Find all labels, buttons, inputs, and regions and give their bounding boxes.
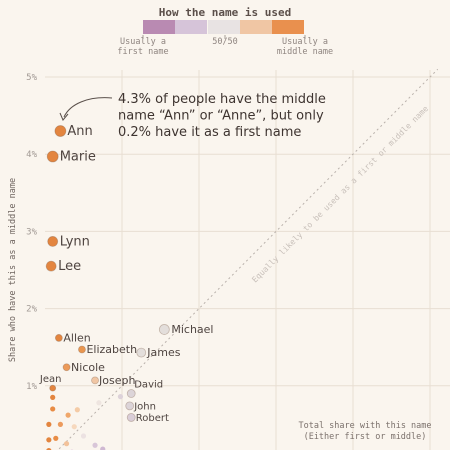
y-tick-label: 5% xyxy=(26,73,37,83)
legend-color-segment xyxy=(240,20,272,34)
point-label-marie: Marie xyxy=(60,150,96,165)
size-legend-title: Total share with this name xyxy=(298,421,431,431)
point-label-ann: Ann xyxy=(67,124,92,139)
point-label-james: James xyxy=(146,346,180,359)
point-label-jean: Jean xyxy=(39,374,62,385)
scatter-point xyxy=(53,435,59,441)
point-label-nicole: Nicole xyxy=(71,361,105,374)
y-axis-label: Share who have this as a middle name xyxy=(8,178,18,362)
point-marie xyxy=(46,150,59,163)
point-james xyxy=(136,347,147,358)
annotation-arrowhead xyxy=(59,112,69,121)
scatter-point xyxy=(50,394,56,400)
point-label-elizabeth: Elizabeth xyxy=(86,343,137,356)
y-tick-label: 1% xyxy=(26,382,37,392)
scatter-point xyxy=(117,394,124,400)
scatter-point xyxy=(100,446,106,450)
annotation-text: 4.3% of people have the middle xyxy=(118,92,326,107)
legend-color-segment xyxy=(208,20,240,34)
point-lynn xyxy=(47,236,59,247)
point-label-robert: Robert xyxy=(136,413,169,424)
point-label-allen: Allen xyxy=(63,331,90,344)
point-david xyxy=(126,389,136,398)
point-allen xyxy=(54,334,63,342)
y-tick-label: 4% xyxy=(26,150,37,160)
legend-label-line: Usually a xyxy=(120,37,166,47)
point-john xyxy=(125,401,135,411)
point-label-michael: Michael xyxy=(171,323,213,336)
point-nicole xyxy=(62,363,71,372)
scatter-point xyxy=(96,400,102,406)
point-jean xyxy=(49,384,57,392)
point-ann xyxy=(54,125,67,137)
y-tick-label: 3% xyxy=(26,227,37,237)
point-label-john: John xyxy=(133,401,156,412)
legend-color-segment xyxy=(272,20,304,34)
scatter-point xyxy=(80,433,87,439)
legend-color-segment xyxy=(175,20,207,34)
scatter-point xyxy=(92,442,98,448)
legend-label-line: 50/50 xyxy=(212,37,238,47)
legend-label: Usually a middle name xyxy=(277,37,333,57)
legend-title: How the name is used xyxy=(159,6,291,19)
point-lee xyxy=(45,260,57,272)
legend-label: Usually a first name xyxy=(117,37,168,57)
scatter-point xyxy=(65,412,71,418)
scatter-point xyxy=(74,407,80,413)
point-michael xyxy=(158,324,170,335)
legend-label-line: middle name xyxy=(277,47,333,57)
point-label-lynn: Lynn xyxy=(60,234,90,249)
annotation-text: 0.2% have it as a first name xyxy=(118,125,301,140)
legend-label-line: first name xyxy=(117,47,168,57)
scatter-point xyxy=(57,421,64,427)
point-robert xyxy=(126,413,136,422)
size-legend-title: (Either first or middle) xyxy=(304,432,427,442)
annotation-text: name “Ann” or “Anne”, but only xyxy=(118,109,324,124)
y-tick-label: 2% xyxy=(26,305,37,315)
legend-label-line: Usually a xyxy=(282,37,328,47)
scatter-point xyxy=(46,421,52,427)
point-joseph xyxy=(91,376,99,385)
legend-color-segment xyxy=(143,20,175,34)
point-label-lee: Lee xyxy=(58,259,81,274)
scatter-point xyxy=(63,441,70,447)
scatter-point xyxy=(71,424,77,430)
point-label-david: David xyxy=(134,380,163,391)
point-label-joseph: Joseph xyxy=(98,374,135,387)
legend-label: 50/50 xyxy=(212,37,238,47)
scatter-point xyxy=(46,437,52,443)
point-elizabeth xyxy=(78,345,86,354)
scatter-point xyxy=(50,406,56,412)
annotation-arrow xyxy=(63,97,113,118)
